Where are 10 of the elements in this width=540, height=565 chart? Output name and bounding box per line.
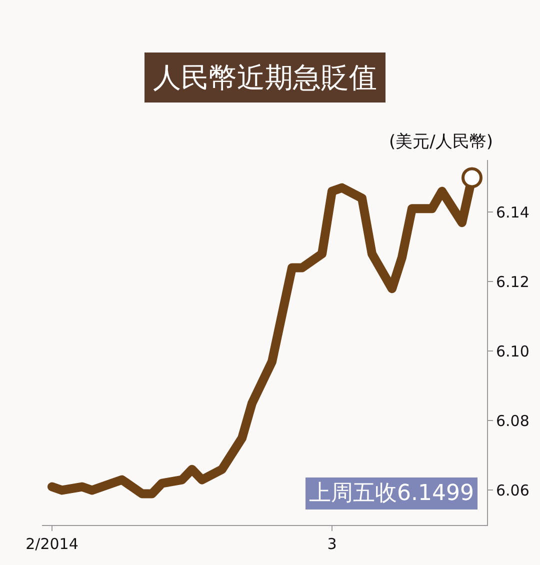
- x-tick-label: 3: [327, 535, 337, 553]
- y-tick-label: 6.14: [496, 203, 530, 222]
- y-tick-label: 6.10: [496, 342, 530, 360]
- y-tick-label: 6.06: [496, 481, 530, 500]
- annotation: 上周五收6.1499: [309, 481, 474, 506]
- y-tick-label: 6.08: [496, 412, 530, 430]
- x-tick-label: 2/2014: [26, 535, 78, 553]
- chart-title: 人民幣近期急貶值: [153, 61, 377, 94]
- y-axis-title: (美元/人民幣): [389, 132, 493, 152]
- y-tick-label: 6.12: [496, 272, 530, 291]
